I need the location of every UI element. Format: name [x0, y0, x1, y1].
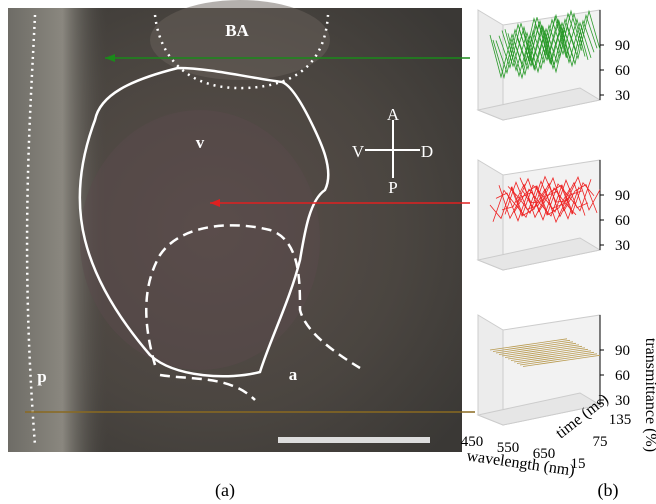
panel-label: (b) — [598, 480, 619, 501]
region-label: a — [289, 365, 298, 384]
axis-label: V — [352, 142, 365, 161]
axis-label: A — [387, 105, 400, 124]
pane — [478, 315, 503, 425]
y-tick-label: 135 — [609, 412, 632, 428]
z-tick-label: 30 — [615, 393, 630, 409]
pane — [478, 10, 503, 120]
y-tick-label: 15 — [571, 456, 586, 472]
z-tick-label: 60 — [615, 63, 630, 79]
z-tick-label: 90 — [615, 343, 630, 359]
y-tick-label: 75 — [593, 434, 608, 450]
region-label: p — [37, 367, 46, 386]
z-tick-label: 30 — [615, 238, 630, 254]
axis-label: D — [421, 142, 433, 161]
z-tick-label: 90 — [615, 188, 630, 204]
micrograph — [8, 0, 475, 452]
panel-label: (a) — [215, 480, 235, 501]
x-axis-title: wavelength (nm) — [466, 448, 576, 480]
pane — [478, 160, 503, 270]
z-tick-label: 30 — [615, 88, 630, 104]
z-tick-label: 60 — [615, 368, 630, 384]
region-label: v — [196, 133, 205, 152]
plots: 90 60 30 90 60 30 90 60 30 — [478, 10, 630, 425]
figure: BA v a p A V D P (a) 906030906030906030 … — [0, 0, 656, 504]
z-axis-title: transmittance (%) — [642, 338, 656, 452]
axis-label: P — [388, 178, 397, 197]
z-tick-label: 60 — [615, 213, 630, 229]
z-tick-label: 90 — [615, 38, 630, 54]
region-label: BA — [225, 21, 249, 40]
